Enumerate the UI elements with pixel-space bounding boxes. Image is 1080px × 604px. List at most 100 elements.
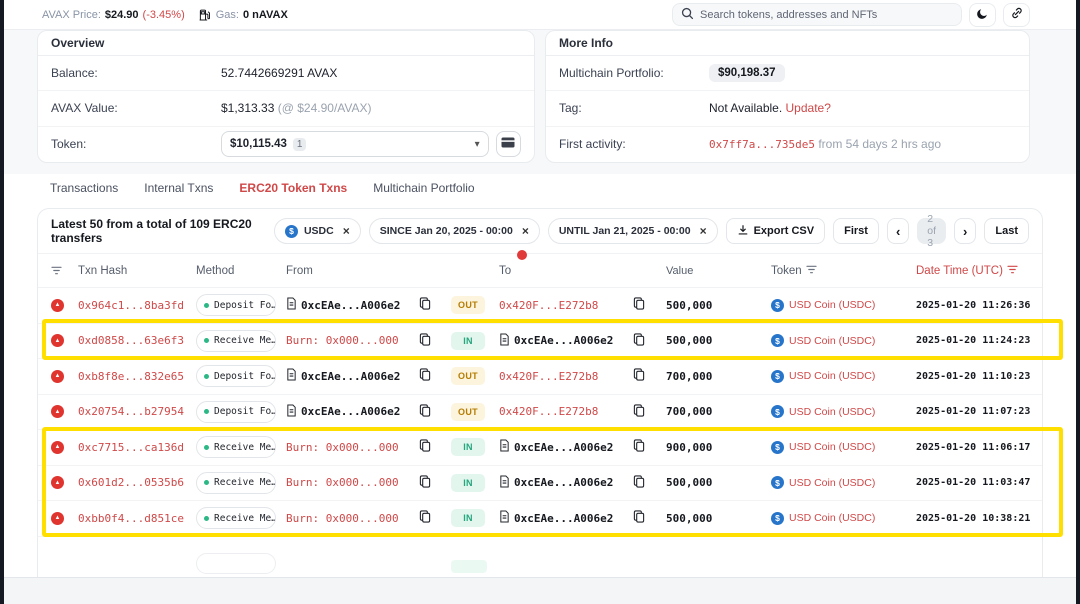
to-address[interactable]: 0xcEAe...A006e2 (499, 475, 613, 491)
pagination-first-button[interactable]: First (833, 218, 879, 244)
to-address[interactable]: 0xcEAe...A006e2 (499, 333, 613, 349)
copy-to-button[interactable] (633, 475, 666, 491)
token-link[interactable]: USD Coin (USDC) (789, 370, 876, 383)
dark-mode-toggle[interactable] (969, 2, 996, 27)
txn-hash-link[interactable]: 0xc7715...ca136d (78, 440, 184, 454)
search-input[interactable] (700, 8, 953, 21)
copy-from-button[interactable] (419, 333, 451, 349)
copy-link-button[interactable] (1003, 2, 1030, 27)
copy-to-button[interactable] (633, 510, 666, 526)
column-header-datetime[interactable]: Date Time (UTC) (916, 265, 1029, 277)
token-link[interactable]: USD Coin (USDC) (789, 512, 876, 525)
gas-label: Gas: (215, 8, 239, 21)
token-dropdown[interactable]: $10,115.43 1 ▾ (221, 131, 489, 158)
txn-hash-link[interactable]: 0xb8f8e...832e65 (78, 369, 184, 383)
wallet-view-button[interactable] (495, 131, 521, 158)
copy-from-button[interactable] (419, 368, 451, 384)
txn-hash-link[interactable]: 0x964c1...8ba3fd (78, 298, 184, 312)
copy-from-button[interactable] (419, 475, 451, 491)
method-pill[interactable]: Receive Me… (196, 471, 276, 494)
copy-from-button[interactable] (419, 404, 451, 420)
method-pill[interactable]: Deposit Fo… (196, 400, 276, 423)
to-address[interactable]: 0xcEAe...A006e2 (499, 439, 613, 455)
filter-row: Latest 50 from a total of 109 ERC20 tran… (38, 209, 1042, 253)
token-link[interactable]: USD Coin (USDC) (789, 476, 876, 489)
avax-price-label: AVAX Price: (42, 8, 101, 21)
from-burn-link[interactable]: Burn: 0x000...000 (286, 511, 399, 525)
token-link[interactable]: USD Coin (USDC) (789, 405, 876, 418)
avax-value-label: AVAX Value: (51, 101, 118, 116)
usdc-icon: $ (771, 405, 784, 419)
direction-badge: IN (451, 438, 485, 457)
tag-update-link[interactable]: Update? (785, 101, 831, 116)
method-pill[interactable]: Receive Me… (196, 507, 276, 530)
token-link[interactable]: USD Coin (USDC) (789, 441, 876, 454)
txn-hash-link[interactable]: 0xd0858...63e6f3 (78, 334, 184, 348)
wallet-card-icon (501, 137, 515, 151)
pagination-next-button[interactable]: › (954, 218, 977, 244)
copy-to-button[interactable] (633, 404, 666, 420)
copy-to-button[interactable] (633, 368, 666, 384)
pagination-prev-button[interactable]: ‹ (886, 218, 910, 244)
method-status-dot (204, 302, 209, 308)
token-link[interactable]: USD Coin (USDC) (789, 334, 876, 347)
copy-to-button[interactable] (633, 333, 666, 349)
to-address[interactable]: 0xcEAe...A006e2 (499, 510, 613, 526)
close-icon[interactable]: × (342, 224, 350, 238)
copy-from-button[interactable] (419, 297, 451, 313)
from-burn-link[interactable]: Burn: 0x000...000 (286, 440, 399, 454)
chevron-down-icon: ▾ (474, 138, 480, 150)
close-icon[interactable]: × (699, 224, 707, 238)
tab-erc20-token-txns[interactable]: ERC20 Token Txns (239, 181, 348, 195)
from-address[interactable]: 0xcEAe...A006e2 (286, 297, 400, 313)
transfer-datetime: 2025-01-20 11:24:23 (916, 335, 1031, 347)
download-icon (737, 224, 749, 239)
more-info-title: More Info (546, 31, 1029, 56)
erc20-transfers-panel: Latest 50 from a total of 109 ERC20 tran… (37, 208, 1043, 577)
click-indicator-dot (517, 250, 527, 260)
method-pill[interactable]: Deposit Fo… (196, 294, 276, 317)
overview-card: Overview Balance: 52.7442669291 AVAX AVA… (37, 30, 535, 163)
to-address-link[interactable]: 0x420F...E272b8 (499, 405, 599, 419)
copy-from-button[interactable] (419, 510, 451, 526)
tab-multichain-portfolio[interactable]: Multichain Portfolio (373, 181, 475, 195)
to-address-link[interactable]: 0x420F...E272b8 (499, 298, 599, 312)
gas-value[interactable]: 0 nAVAX (242, 8, 288, 21)
from-address[interactable]: 0xcEAe...A006e2 (286, 404, 400, 420)
link-icon (1010, 6, 1024, 23)
usdc-icon: $ (771, 334, 784, 348)
txn-hash-link[interactable]: 0xbb0f4...d851ce (78, 511, 184, 525)
search-bar[interactable] (672, 3, 962, 26)
from-burn-link[interactable]: Burn: 0x000...000 (286, 476, 399, 490)
tab-internal-txns[interactable]: Internal Txns (144, 181, 214, 195)
from-address[interactable]: 0xcEAe...A006e2 (286, 368, 400, 384)
copy-from-button[interactable] (419, 439, 451, 455)
column-header-token[interactable]: Token (771, 265, 916, 277)
filter-chip-until[interactable]: UNTIL Jan 21, 2025 - 00:00 × (547, 218, 718, 244)
avax-price-value[interactable]: $24.90 (104, 8, 139, 21)
method-status-dot (204, 480, 209, 486)
method-pill[interactable]: Receive Me… (196, 436, 276, 459)
copy-to-button[interactable] (633, 439, 666, 455)
close-icon[interactable]: × (521, 224, 529, 238)
to-address-link[interactable]: 0x420F...E272b8 (499, 369, 599, 383)
pagination-last-button[interactable]: Last (984, 218, 1029, 244)
tab-transactions[interactable]: Transactions (50, 181, 119, 195)
from-burn-link[interactable]: Burn: 0x000...000 (286, 334, 399, 348)
filter-chip-usdc[interactable]: $ USDC × (273, 218, 361, 244)
filter-chip-since[interactable]: SINCE Jan 20, 2025 - 00:00 × (368, 218, 540, 244)
filter-funnel-icon[interactable] (51, 266, 78, 275)
portfolio-value-badge[interactable]: $90,198.37 (709, 64, 785, 83)
txn-hash-link[interactable]: 0x601d2...0535b6 (78, 476, 184, 490)
first-activity-tx-link[interactable]: 0x7ff7a...735de5 (709, 137, 815, 151)
token-link[interactable]: USD Coin (USDC) (789, 299, 876, 312)
datetime-filter-icon (1007, 265, 1018, 277)
copy-to-button[interactable] (633, 297, 666, 313)
method-pill[interactable]: Receive Me… (196, 329, 276, 352)
export-csv-button[interactable]: Export CSV (725, 218, 826, 244)
method-pill[interactable]: Deposit Fo… (196, 365, 276, 388)
txn-hash-link[interactable]: 0x20754...b27954 (78, 405, 184, 419)
contract-doc-icon (499, 333, 510, 349)
overview-title: Overview (38, 31, 534, 56)
direction-badge: OUT (451, 367, 485, 386)
